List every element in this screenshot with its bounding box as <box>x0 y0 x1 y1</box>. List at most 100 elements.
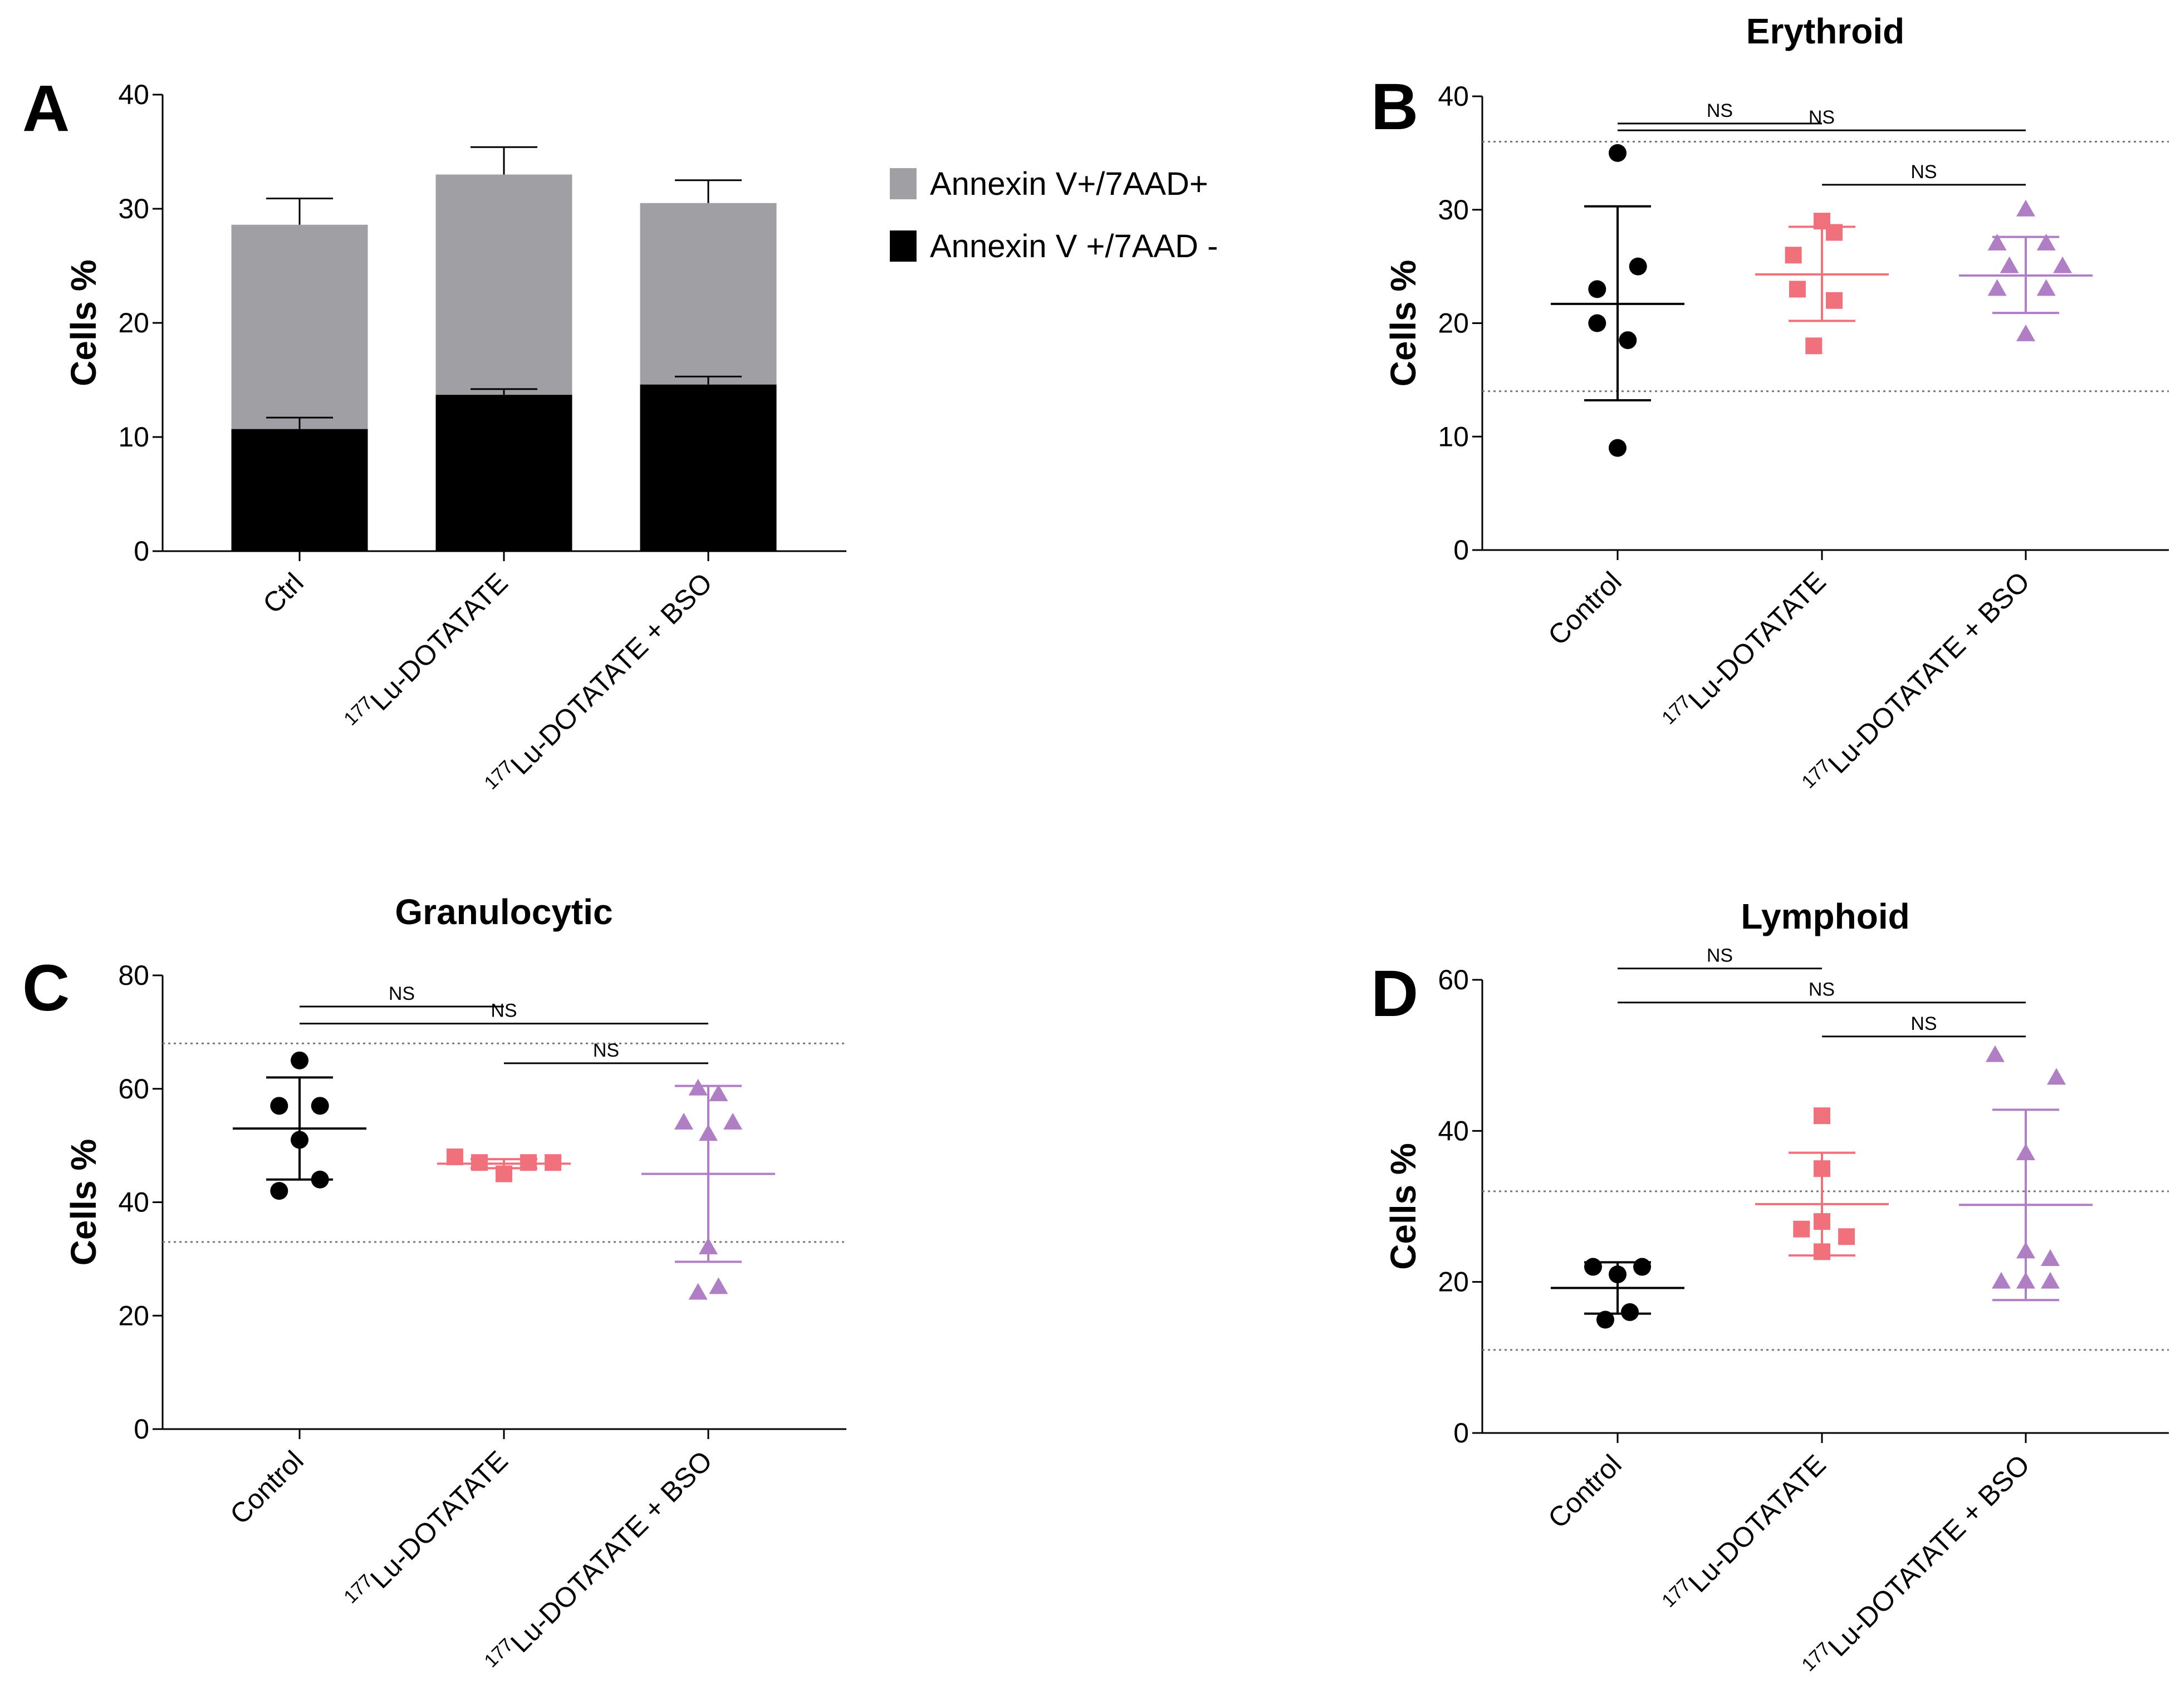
x-tick-label-main: Lu-DOTATATE <box>1682 566 1832 715</box>
data-point-triangle <box>674 1112 693 1130</box>
panel-letter: C <box>22 951 70 1025</box>
x-tick-label: 177Lu-DOTATATE <box>340 1443 513 1617</box>
x-tick-label: Control <box>1542 566 1628 651</box>
data-point-triangle <box>688 1283 708 1300</box>
data-point-triangle <box>2041 1249 2060 1266</box>
y-tick-label: 0 <box>1453 534 1469 566</box>
chart-title: Lymphoid <box>1741 896 1909 936</box>
x-tick-label-main: Lu-DOTATATE + BSO <box>504 1445 718 1658</box>
panel-letter: D <box>1371 957 1418 1030</box>
y-tick-label: 60 <box>1438 964 1469 995</box>
data-point-triangle <box>1987 233 2007 251</box>
x-tick-label: Control <box>1542 1449 1628 1534</box>
significance-label: NS <box>491 1000 517 1022</box>
significance-label: NS <box>1707 100 1733 121</box>
chart-title: Granulocytic <box>395 892 613 932</box>
data-point-square <box>1793 1220 1810 1238</box>
bar-annexin-7aad-pos <box>435 174 572 395</box>
data-point-square <box>1814 1107 1830 1125</box>
data-point-circle <box>1629 257 1647 276</box>
legend-swatch <box>890 230 917 262</box>
y-tick-label: 30 <box>118 193 149 224</box>
data-point-circle <box>1609 439 1627 457</box>
data-point-triangle <box>2036 233 2056 251</box>
significance-label: NS <box>1707 945 1733 966</box>
legend-label: Annexin V +/7AAD - <box>930 228 1218 264</box>
panel-b: 0 10 20 30 40 Cells % Control 177Lu-DOTATATE177… <box>1371 11 2169 802</box>
panel-c: 0 20 40 60 80 Cells % Control 177Lu-DOTATATE177… <box>22 892 846 1681</box>
y-tick-label: 40 <box>1438 1115 1469 1146</box>
data-point-circle <box>1609 144 1627 162</box>
data-point-triangle <box>709 1277 728 1294</box>
chart-title: Erythroid <box>1746 11 1904 51</box>
y-tick-label: 20 <box>118 307 149 338</box>
data-point-circle <box>1596 1311 1614 1329</box>
x-tick-label: Control <box>224 1445 310 1530</box>
data-point-circle <box>270 1097 288 1115</box>
significance-label: NS <box>593 1040 619 1061</box>
x-tick-label-main: Lu-DOTATATE <box>364 1445 514 1594</box>
data-point-triangle <box>2047 1068 2066 1085</box>
x-tick-label-main: Lu-DOTATATE + BSO <box>1822 1449 2036 1662</box>
y-axis-label: Cells % <box>1383 1143 1423 1270</box>
data-point-triangle <box>2000 256 2019 273</box>
data-point-circle <box>1584 1258 1602 1276</box>
data-point-triangle <box>2036 279 2056 296</box>
bar-annexin-7aad-pos <box>640 203 777 385</box>
y-tick-label: 40 <box>1438 81 1469 112</box>
data-point-circle <box>311 1097 329 1115</box>
y-axis-label: Cells % <box>63 1139 104 1266</box>
x-tick-label: 177Lu-DOTATATE + BSO <box>1797 1447 2035 1685</box>
significance-label: NS <box>389 983 415 1004</box>
data-point-triangle <box>2041 1272 2060 1289</box>
y-tick-label: 80 <box>118 960 149 991</box>
y-axis-label: Cells % <box>1383 260 1423 387</box>
x-tick-label: Ctrl <box>257 567 310 620</box>
x-tick-label-main: Lu-DOTATATE + BSO <box>1822 566 2036 779</box>
bar-annexin-7aad-neg <box>435 395 572 551</box>
data-point-circle <box>1588 280 1606 298</box>
data-point-triangle <box>2016 324 2035 341</box>
data-point-triangle <box>2053 256 2073 273</box>
x-tick-label: 177Lu-DOTATATE <box>1658 564 1831 738</box>
y-tick-label: 20 <box>1438 308 1469 339</box>
data-point-triangle <box>1985 1045 2005 1062</box>
data-point-triangle <box>723 1112 743 1130</box>
significance-label: NS <box>1910 161 1937 183</box>
y-tick-label: 20 <box>1438 1267 1469 1298</box>
x-tick-label: 177Lu-DOTATATE + BSO <box>480 1443 718 1681</box>
data-point-square <box>545 1154 562 1171</box>
data-point-triangle <box>1987 279 2007 296</box>
data-point-circle <box>1619 331 1637 350</box>
significance-label: NS <box>1910 1013 1937 1034</box>
x-tick-label-main: Lu-DOTATATE <box>364 567 514 716</box>
data-point-square <box>1785 247 1802 264</box>
x-tick-label-main: Lu-DOTATATE + BSO <box>504 567 718 781</box>
legend-label: Annexin V+/7AAD+ <box>930 166 1208 202</box>
x-tick-label: 177Lu-DOTATATE + BSO <box>1797 564 2035 802</box>
x-tick-label: 177Lu-DOTATATE <box>340 565 513 739</box>
bar-annexin-7aad-pos <box>231 224 368 429</box>
y-tick-label: 30 <box>1438 194 1469 225</box>
data-point-square <box>1826 292 1843 309</box>
data-point-circle <box>1621 1303 1639 1321</box>
significance-label: NS <box>1809 107 1835 128</box>
y-tick-label: 40 <box>118 79 149 110</box>
bar-annexin-7aad-neg <box>640 384 777 551</box>
y-tick-label: 0 <box>1453 1417 1469 1449</box>
y-tick-label: 20 <box>118 1300 149 1331</box>
data-point-triangle <box>1991 1272 2011 1289</box>
significance-label: NS <box>1809 979 1835 1000</box>
data-point-triangle <box>688 1078 708 1096</box>
data-point-circle <box>1588 314 1606 332</box>
data-point-square <box>1838 1228 1855 1245</box>
y-tick-label: 10 <box>118 421 149 453</box>
y-tick-label: 40 <box>118 1187 149 1218</box>
data-point-circle <box>1633 1258 1652 1276</box>
x-tick-label: 177Lu-DOTATATE <box>1658 1447 1831 1621</box>
data-point-square <box>1805 337 1823 355</box>
panel-a: 0 10 20 30 40 Cells % Ctrl 177Lu-DOTATATE177Lu-… <box>22 72 1218 794</box>
legend-swatch <box>890 168 917 199</box>
y-tick-label: 10 <box>1438 421 1469 452</box>
